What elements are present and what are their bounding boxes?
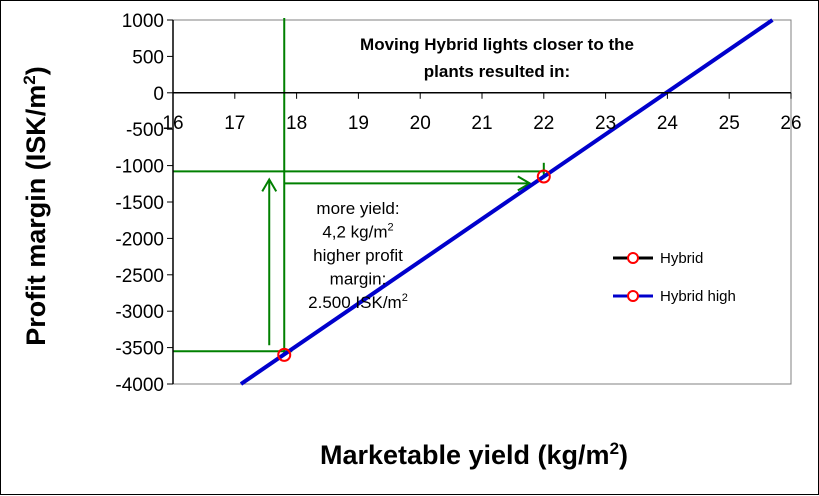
legend-swatch-marker	[627, 252, 639, 264]
data-point-hybrid	[536, 169, 551, 184]
y-tick-label: -1000	[115, 157, 164, 178]
y-tick-label: 0	[153, 84, 164, 105]
y-tick-label: -3000	[115, 302, 164, 323]
chart-title-line-2: plants resulted in:	[424, 62, 570, 81]
legend-label: Hybrid high	[660, 288, 736, 305]
y-tick-label: -500	[126, 120, 164, 141]
x-axis-title: Marketable yield (kg/m2)	[320, 439, 628, 470]
y-axis-title-sup: 2	[20, 75, 39, 84]
x-tick-label: 16	[162, 113, 183, 134]
y-tick-label: 500	[132, 47, 164, 68]
annotation-line: higher profit	[313, 246, 403, 265]
data-point-hybrid	[277, 347, 292, 362]
x-tick-label: 23	[595, 113, 616, 134]
arrow-yield-head	[517, 175, 532, 192]
y-tick-label: -3500	[115, 339, 164, 360]
x-tick-label: 24	[657, 113, 679, 134]
y-tick-label: 1000	[122, 11, 164, 32]
x-axis-title-text: Marketable yield (kg/m	[320, 440, 610, 470]
x-tick-label: 19	[348, 113, 369, 134]
annotation-line: more yield:	[316, 199, 399, 218]
annotation-line: 2.500 ISK/m2	[308, 292, 408, 312]
x-axis-title-end: )	[619, 440, 628, 470]
series-line-hybrid-high	[239, 18, 774, 386]
y-tick-label: -4000	[115, 375, 164, 396]
y-tick-label: -2000	[115, 229, 164, 250]
y-tick-label: -2500	[115, 266, 164, 287]
annotation-line: 4,2 kg/m2	[322, 222, 393, 242]
x-axis-title-sup: 2	[610, 439, 619, 458]
chart-title-line-1: Moving Hybrid lights closer to the	[360, 35, 634, 54]
y-tick-label: -1500	[115, 193, 164, 214]
x-tick-label: 22	[533, 113, 554, 134]
x-tick-label: 18	[286, 113, 307, 134]
x-tick-label: 20	[410, 113, 431, 134]
y-axis-title-text: Profit margin (ISK/m	[21, 85, 51, 346]
x-tick-label: 25	[719, 113, 740, 134]
y-axis-title: Profit margin (ISK/m2)	[20, 66, 51, 346]
x-tick-label: 26	[780, 113, 801, 134]
legend-label: Hybrid	[660, 250, 703, 267]
annotation: more yield: 4,2 kg/m2 higher profit margin:…	[308, 199, 408, 312]
x-tick-label: 21	[471, 113, 492, 134]
y-axis-title-end: )	[21, 66, 51, 75]
legend-swatch-marker	[627, 290, 639, 302]
annotation-line: margin:	[330, 270, 387, 289]
arrow-profit-head	[261, 177, 278, 192]
x-tick-label: 17	[224, 113, 245, 134]
legend: Hybrid Hybrid high	[613, 250, 736, 305]
